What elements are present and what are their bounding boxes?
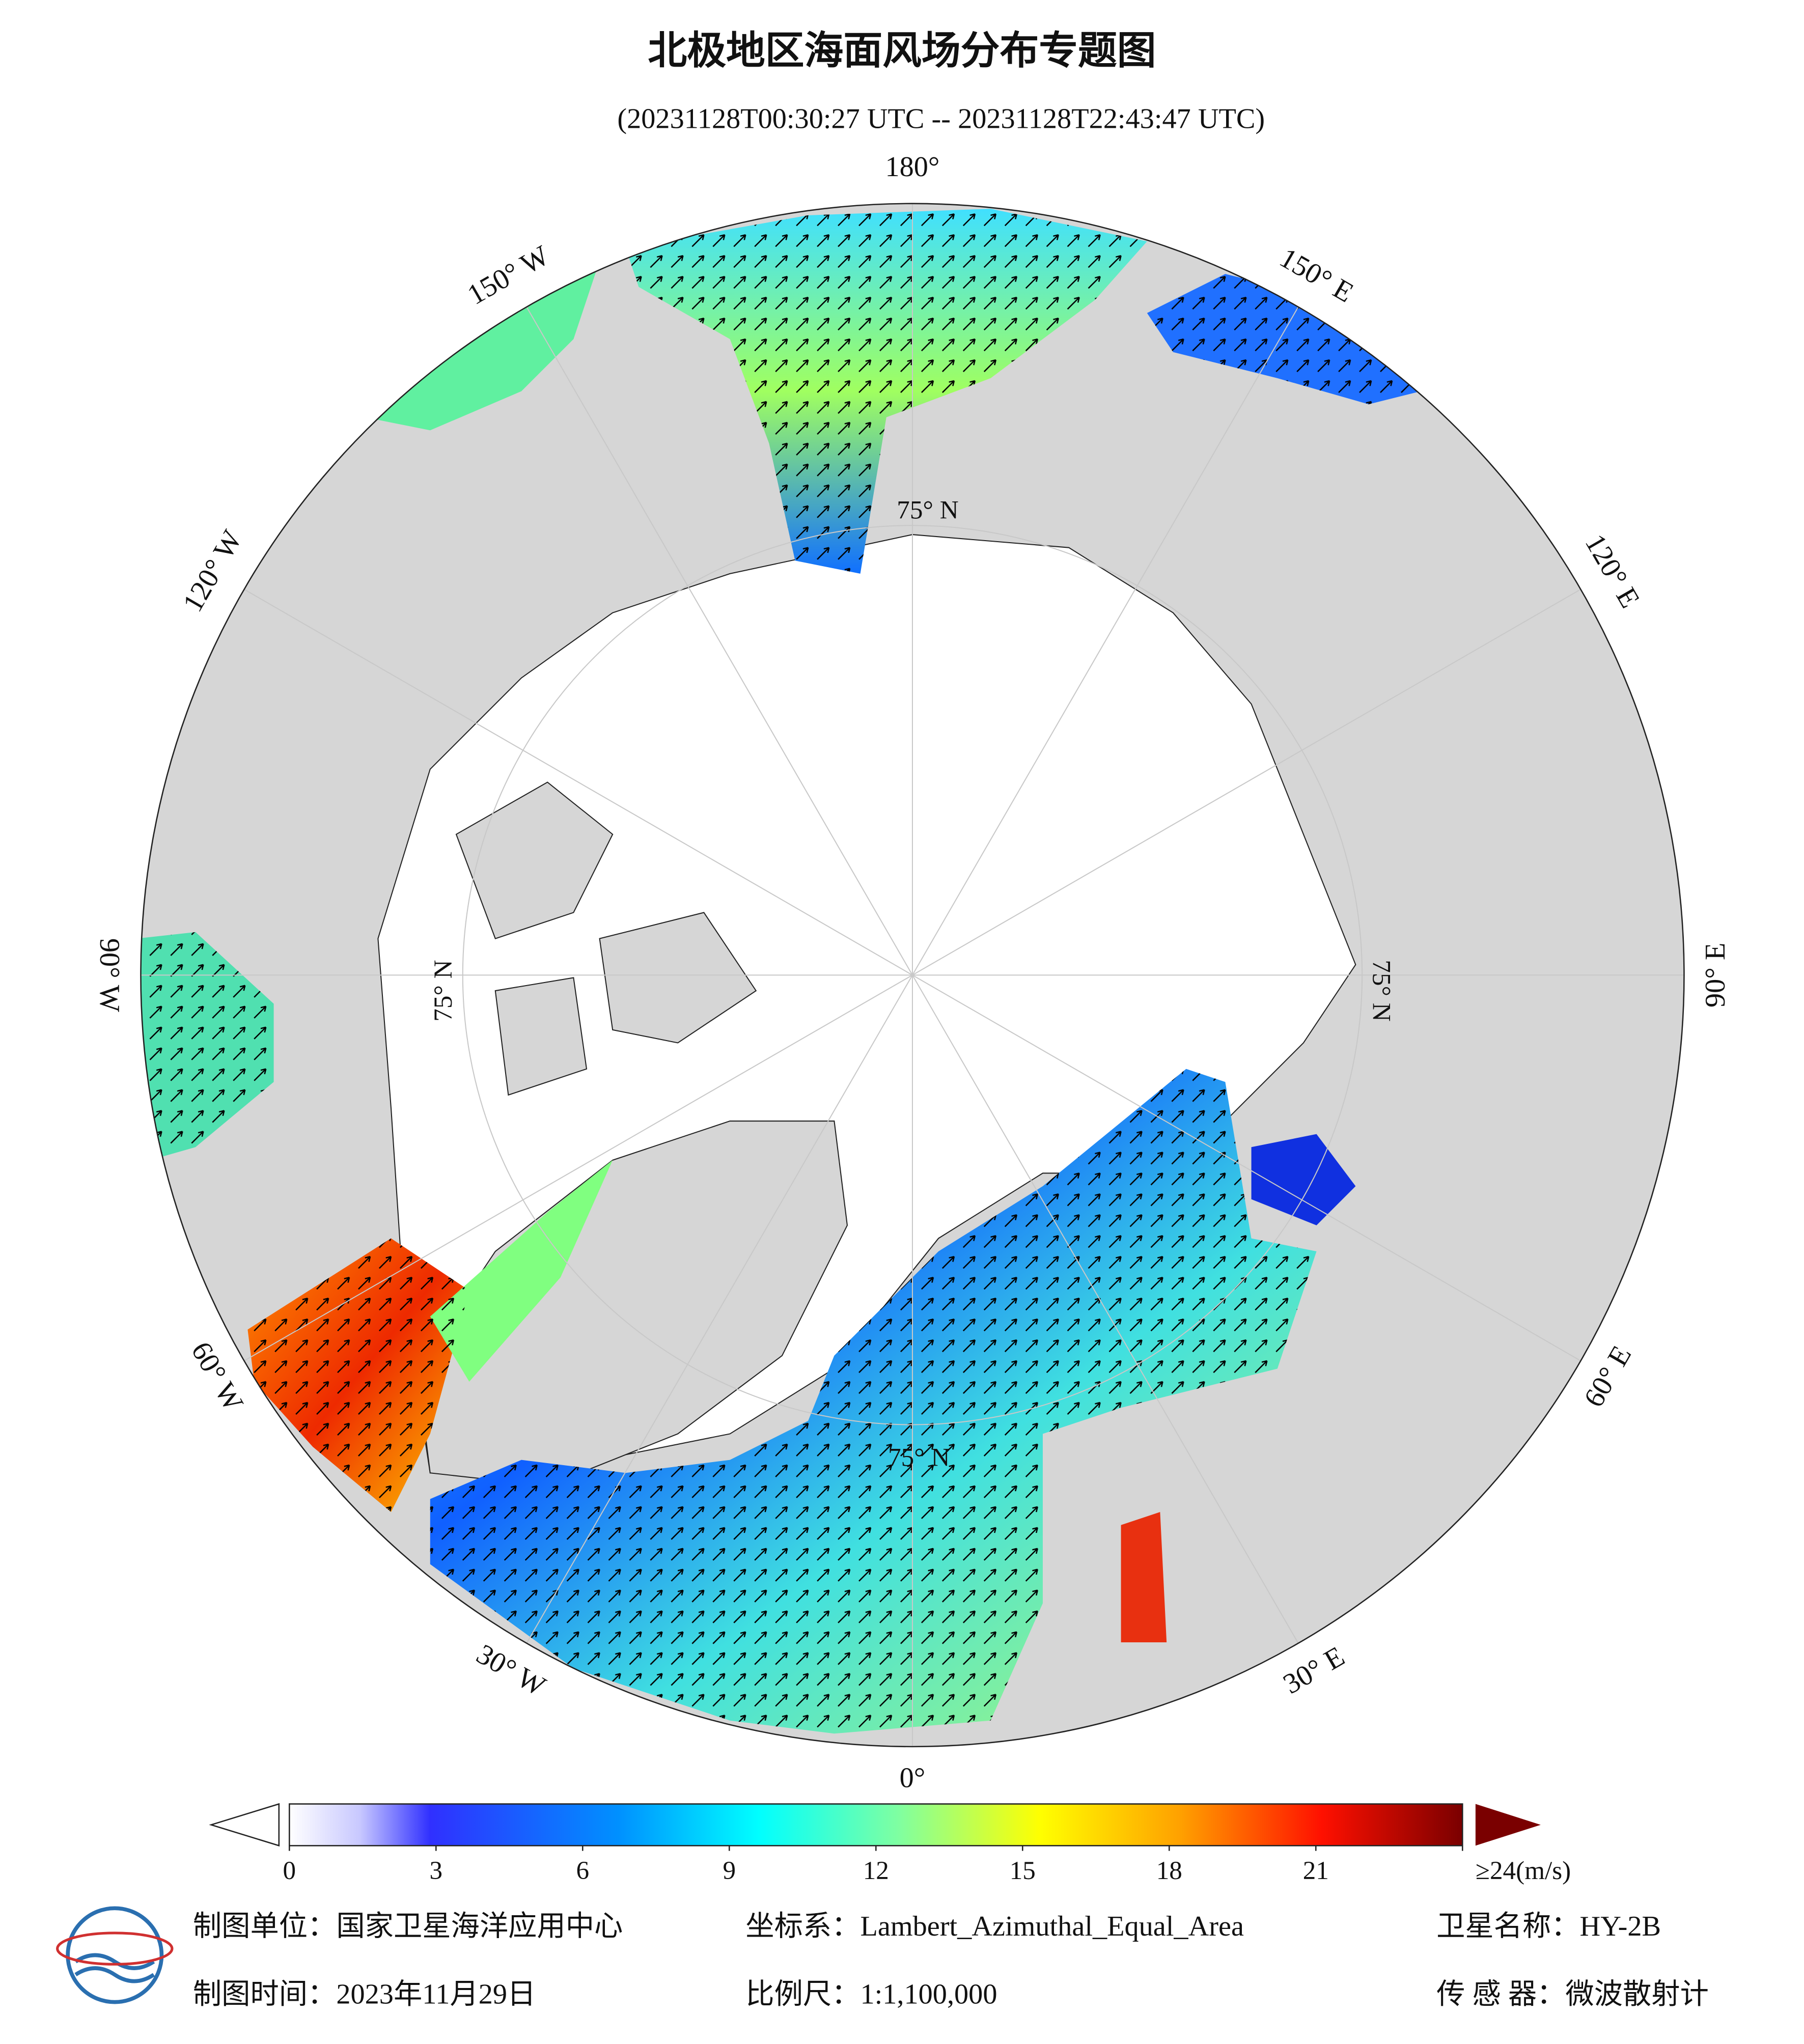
- colorbar-tick-label: 15: [1010, 1856, 1036, 1885]
- map-frame: [140, 203, 1685, 1748]
- longitude-label: 90° W: [94, 938, 125, 1013]
- wind-field: [141, 209, 1421, 1734]
- footer-date: 制图时间：2023年11月29日: [193, 1978, 536, 2010]
- title: 北极地区海面风场分布专题图: [648, 30, 1156, 73]
- colorbar-tick-label: 0: [283, 1856, 296, 1885]
- colorbar-tick-label: ≥24(m/s): [1476, 1856, 1571, 1885]
- colorbar-tick-label: 18: [1156, 1856, 1182, 1885]
- islands: [455, 781, 757, 1096]
- longitude-label: 180°: [885, 151, 939, 183]
- latitude-label: 75° N: [897, 495, 958, 524]
- longitude-label: 0°: [900, 1762, 926, 1794]
- colorbar-over: [1475, 1804, 1541, 1846]
- footer-scale: 比例尺：1:1,100,000: [745, 1978, 997, 2010]
- colorbar: 0 3 6 9 12 15 18 21 ≥24(m/s): [209, 1803, 1571, 1885]
- logo: [56, 1906, 174, 2004]
- meridian: [526, 306, 913, 975]
- meridian: [526, 974, 913, 1644]
- latitude-label: 75° N: [888, 1443, 950, 1472]
- meridian: [912, 589, 1581, 976]
- graticule: [141, 203, 1684, 1747]
- longitude-label: 30° E: [1278, 1640, 1350, 1700]
- colorbar-tick-label: 6: [576, 1856, 590, 1885]
- colorbar-tick-label: 9: [723, 1856, 736, 1885]
- colorbar-under: [209, 1803, 280, 1847]
- longitude-label: 90° E: [1700, 943, 1731, 1007]
- footer-sensor: 传 感 器：微波散射计: [1436, 1978, 1709, 2010]
- longitude-label: 60° E: [1578, 1340, 1638, 1412]
- longitude-label: 120° E: [1579, 529, 1646, 613]
- map-body: [141, 203, 1684, 1747]
- longitude-label: 150° E: [1274, 242, 1359, 309]
- footer-unit: 制图单位：国家卫星海洋应用中心: [193, 1911, 623, 1942]
- meridian: [912, 974, 1299, 1644]
- meridian: [912, 974, 1581, 1361]
- subtitle: (20231128T00:30:27 UTC -- 20231128T22:43…: [617, 103, 1265, 134]
- footer-crs: 坐标系：Lambert_Azimuthal_Equal_Area: [745, 1911, 1244, 1942]
- footer-satellite: 卫星名称：HY-2B: [1436, 1911, 1661, 1942]
- meridian: [912, 306, 1299, 975]
- meridian: [244, 589, 913, 976]
- colorbar-tick-label: 21: [1303, 1856, 1329, 1885]
- colorbar-tick-label: 3: [430, 1856, 443, 1885]
- colorbar-tick-label: 12: [863, 1856, 889, 1885]
- latitude-label: 75° N: [1367, 960, 1396, 1021]
- colorbar-ramp: [289, 1803, 1463, 1846]
- latitude-label: 75° N: [429, 960, 458, 1021]
- meridian: [244, 974, 913, 1361]
